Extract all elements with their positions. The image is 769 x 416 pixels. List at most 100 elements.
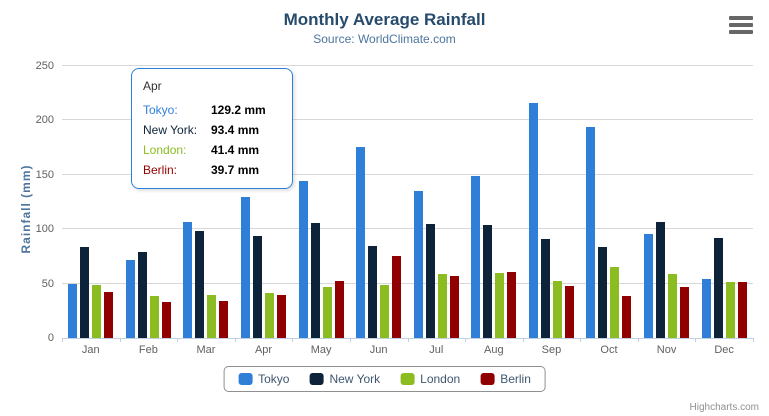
bar-london-feb[interactable] (149, 295, 159, 338)
x-axis-tick (62, 338, 63, 342)
bar-berlin-dec[interactable] (737, 282, 747, 338)
legend-swatch (480, 373, 495, 385)
bar-tokyo-jun[interactable] (356, 146, 366, 338)
x-axis-label: May (310, 344, 332, 356)
bar-new-york-may[interactable] (310, 222, 320, 338)
bar-london-nov[interactable] (668, 273, 678, 338)
bar-london-apr[interactable] (265, 293, 275, 338)
x-axis-label: Nov (656, 344, 677, 356)
export-menu-icon[interactable] (729, 16, 753, 34)
bar-berlin-aug[interactable] (507, 272, 517, 338)
bar-london-mar[interactable] (207, 295, 217, 338)
bar-group-dec (695, 66, 753, 338)
bar-berlin-oct[interactable] (622, 295, 632, 338)
y-axis-tick-label: 100 (35, 223, 54, 236)
gridline (62, 65, 753, 66)
x-axis-label: Mar (196, 344, 216, 356)
bar-berlin-nov[interactable] (680, 287, 690, 338)
bar-new-york-apr[interactable] (253, 236, 263, 338)
bar-tokyo-aug[interactable] (471, 176, 481, 338)
bar-new-york-aug[interactable] (483, 224, 493, 338)
bar-new-york-feb[interactable] (137, 252, 147, 338)
x-axis-label: Jan (81, 344, 100, 356)
bar-new-york-nov[interactable] (656, 222, 666, 338)
bar-new-york-mar[interactable] (195, 230, 205, 338)
legend-swatch (309, 373, 324, 385)
bar-london-jan[interactable] (92, 284, 102, 338)
y-axis-tick-label: 250 (35, 60, 54, 72)
tooltip: Apr Tokyo: 129.2 mm New York: 93.4 mm London… (131, 68, 293, 189)
bar-berlin-may[interactable] (334, 280, 344, 338)
bar-london-oct[interactable] (610, 267, 620, 338)
legend-item-berlin[interactable]: Berlin (480, 372, 531, 386)
tooltip-series-label: New York: (143, 123, 198, 137)
bar-group-may (292, 66, 350, 338)
y-axis-tick-label: 50 (41, 277, 54, 290)
legend-label: New York (329, 372, 381, 386)
gridline (62, 228, 753, 230)
bar-berlin-apr[interactable] (277, 294, 287, 338)
x-axis-label: Apr (254, 344, 273, 356)
bar-berlin-jul[interactable] (449, 275, 459, 338)
legend-item-tokyo[interactable]: Tokyo (238, 372, 289, 386)
legend-label: London (420, 372, 461, 386)
bar-berlin-jun[interactable] (392, 255, 402, 338)
bar-berlin-jan[interactable] (104, 291, 114, 338)
bar-new-york-oct[interactable] (598, 247, 608, 338)
bar-berlin-mar[interactable] (219, 300, 229, 338)
bar-tokyo-nov[interactable] (644, 234, 654, 338)
bar-new-york-jul[interactable] (425, 223, 435, 338)
legend-item-new-york[interactable]: New York (309, 372, 380, 386)
bar-new-york-jan[interactable] (80, 247, 90, 338)
legend-label: Tokyo (258, 372, 290, 386)
bar-tokyo-sep[interactable] (528, 102, 538, 338)
bar-group-sep (523, 66, 581, 338)
legend-swatch (400, 373, 415, 385)
bar-tokyo-dec[interactable] (701, 278, 711, 338)
bar-berlin-sep[interactable] (564, 286, 574, 338)
x-axis-tick (234, 338, 236, 342)
bar-tokyo-oct[interactable] (586, 126, 596, 338)
bar-london-may[interactable] (322, 286, 332, 338)
bar-berlin-feb[interactable] (161, 301, 171, 338)
bar-group-feb (120, 66, 178, 338)
bar-london-sep[interactable] (552, 281, 562, 338)
tooltip-header: Apr (143, 79, 162, 93)
bar-tokyo-jul[interactable] (413, 190, 423, 338)
bar-tokyo-mar[interactable] (183, 222, 193, 338)
x-axis-tick (580, 338, 582, 342)
x-axis-tick (522, 338, 524, 342)
legend-label: Berlin (500, 372, 531, 386)
x-axis-tick (637, 338, 639, 342)
x-axis-tick (465, 338, 467, 342)
bar-tokyo-feb[interactable] (125, 260, 135, 338)
tooltip-series-value: 93.4 mm (211, 123, 260, 137)
bar-tokyo-jan[interactable] (68, 283, 78, 338)
tooltip-series-value: 39.7 mm (211, 163, 260, 177)
bar-tokyo-apr[interactable] (241, 197, 251, 338)
tooltip-row: Tokyo: 129.2 mm (143, 100, 281, 120)
bar-london-dec[interactable] (725, 282, 735, 338)
bar-london-jun[interactable] (380, 285, 390, 338)
y-axis-tick-label: 200 (35, 114, 54, 127)
chart-subtitle: Source: WorldClimate.com (313, 32, 456, 46)
legend-item-london[interactable]: London (400, 372, 460, 386)
bar-series (62, 66, 753, 338)
bar-group-mar (177, 66, 235, 338)
bar-london-jul[interactable] (437, 273, 447, 338)
bar-group-aug (465, 66, 523, 338)
gridline (62, 173, 753, 175)
x-axis-tick (349, 338, 351, 342)
credits-link[interactable]: Highcharts.com (689, 402, 759, 413)
gridline (62, 282, 753, 284)
bar-tokyo-may[interactable] (298, 181, 308, 338)
x-axis-tick (292, 338, 294, 342)
bar-london-aug[interactable] (495, 273, 505, 338)
bar-new-york-sep[interactable] (540, 238, 550, 338)
x-axis-tick (177, 338, 179, 342)
tooltip-row: London: 41.4 mm (143, 140, 281, 160)
bar-new-york-jun[interactable] (368, 246, 378, 338)
bar-new-york-dec[interactable] (713, 237, 723, 338)
bar-group-jun (350, 66, 408, 338)
